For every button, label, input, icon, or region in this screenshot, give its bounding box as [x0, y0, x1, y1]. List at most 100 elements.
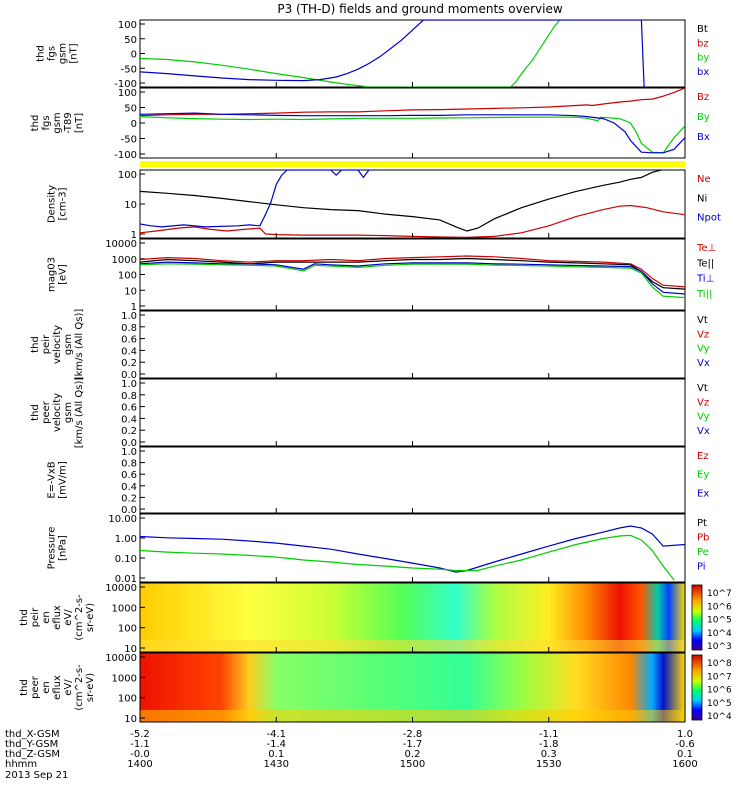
ytick-label-peer_eflux-3: 10: [124, 714, 137, 725]
colorbar-label-peir_eflux-3: 10^4: [707, 629, 732, 639]
legend-fgs2-Bz: Bz: [697, 92, 709, 103]
panel-pressure: 10.00 1.00 0.10 0.01 Pressure [nPa] Pt Pb Pe Pi: [47, 513, 709, 585]
ytick-label-temps-3: 10: [124, 286, 137, 297]
legend-pressure-Pi: Pi: [697, 562, 706, 573]
ytick-label-density-1: 10: [124, 200, 137, 211]
ytick-label-peer_eflux-1: 1000: [112, 673, 137, 684]
xaxis-value-0-4: 1.0: [677, 729, 693, 740]
panel-peir_vel: 1.00.80.60.40.20.0 thd peir velocity gsm [km/…: [30, 309, 710, 381]
ylabel-peer_vel-0: thd: [30, 404, 41, 421]
frame-temps: [139, 238, 686, 311]
legend-temps-Ti: Ti||: [696, 289, 712, 300]
xaxis-value-3-2: 1500: [400, 759, 425, 770]
ytick-label-fgs2-4: -100: [114, 150, 137, 161]
ylabel-peer_vel-4: [km/s (All Qs)]: [74, 377, 85, 449]
xaxis-value-0-3: -1.1: [539, 729, 559, 740]
legend-efield-Ey: Ey: [697, 470, 709, 481]
colorbar-peer_eflux: [691, 654, 703, 721]
legend-peer_vel-Vt: Vt: [697, 383, 708, 394]
legend-efield-Ez: Ez: [697, 451, 709, 462]
legend-fgs2-Bx: Bx: [697, 132, 710, 143]
frame-efield: [139, 446, 686, 514]
ylabel-fgs2-3: -T89: [63, 112, 74, 134]
legend-temps-Te: Te⊥: [696, 243, 716, 254]
series-density-Npot: [140, 170, 370, 228]
ylabel-pressure-1: [nPa]: [58, 535, 69, 561]
ytick-label-peir_vel-4: 0.2: [121, 358, 137, 369]
legend-peir_vel-Vz: Vz: [697, 329, 709, 340]
xaxis-row-label-1: thd_Y-GSM: [5, 739, 58, 750]
colorbar-label-peir_eflux-2: 10^5: [707, 616, 732, 626]
xaxis-value-3-3: 1530: [536, 759, 561, 770]
series-fgs2-By: [140, 116, 685, 154]
ylabel-peir_vel-2: velocity: [52, 325, 63, 364]
xaxis-value-2-2: 0.2: [405, 749, 421, 760]
xaxis-value-2-1: 0.1: [268, 749, 284, 760]
ytick-label-peer_vel-2: 0.6: [121, 403, 137, 414]
xaxis-row-label-2: thd_Z-GSM: [5, 749, 60, 760]
panel-peir_eflux: 10^7 10^6 10^5 10^4 10^3 10000 1000 100 10 thd pei…: [19, 582, 732, 655]
ytick-label-pressure-3: 0.01: [115, 574, 137, 585]
xaxis-value-1-4: -0.6: [675, 739, 695, 750]
series-density-Ni: [140, 170, 664, 232]
xaxis-value-1-3: -1.8: [539, 739, 559, 750]
ytick-label-peir_eflux-3: 10: [124, 644, 137, 655]
legend-fgs-Bt: Bt: [697, 24, 708, 35]
ytick-label-efield-3: 0.4: [121, 482, 137, 493]
frame-density: [139, 169, 686, 239]
ytick-label-peir_eflux-1: 1000: [112, 603, 137, 614]
ylabel-efield-0: E=-VxB: [47, 461, 58, 498]
ylabel-peer_eflux-2: en: [41, 681, 52, 694]
legend-density-Ne: Ne: [697, 174, 711, 185]
xaxis-date: 2013 Sep 21: [5, 770, 68, 781]
ytick-label-peer_eflux-0: 10000: [105, 653, 137, 664]
ylabel-fgs2-0: thd: [30, 115, 41, 132]
ylabel-fgs-0: thd: [36, 45, 47, 62]
colorbar-label-peir_eflux-0: 10^7: [707, 589, 732, 599]
series-fgs-by: [140, 20, 561, 87]
ylabel-efield-1: [mV/m]: [58, 461, 69, 499]
ytick-label-density-2: 1: [131, 230, 137, 241]
series-temps-Te: [140, 255, 685, 288]
ytick-label-temps-2: 100: [118, 271, 137, 282]
ylabel-peir_vel-4: [km/s (All Qs)]: [74, 309, 85, 381]
xaxis-value-2-0: -0.0: [130, 749, 150, 760]
ytick-label-peer_vel-0: 1.0: [121, 379, 137, 390]
colorbar-label-peir_eflux-1: 10^6: [707, 602, 732, 612]
ytick-label-peir_eflux-0: 10000: [105, 583, 137, 594]
legend-fgs-bz: bz: [697, 38, 709, 49]
legend-pressure-Pb: Pb: [697, 533, 709, 544]
series-temps-Ti: [140, 261, 685, 295]
ytick-label-fgs-2: 0: [131, 50, 137, 61]
ylabel-peer_eflux-6: sr-eV): [85, 673, 96, 702]
legend-pressure-Pe: Pe: [697, 547, 709, 558]
ytick-label-peer_vel-3: 0.4: [121, 414, 137, 425]
ytick-label-density-0: 100: [118, 170, 137, 181]
ylabel-peir_eflux-5: (cm^2-s-: [74, 594, 85, 641]
ylabel-peer_eflux-1: peer: [30, 675, 41, 699]
ytick-label-efield-2: 0.6: [121, 470, 137, 481]
frame-peer_vel: [139, 378, 686, 447]
ylabel-peer_eflux-4: eV/: [63, 679, 74, 696]
xaxis-value-0-2: -2.8: [403, 729, 423, 740]
ytick-label-fgs2-3: -50: [121, 135, 137, 146]
status-bar-fgs2: [140, 161, 685, 167]
ylabel-peir_eflux-0: thd: [19, 609, 30, 626]
panel-peer_vel: 1.00.80.60.40.20.0 thd peer velocity gsm [km/…: [30, 377, 710, 449]
ytick-label-efield-4: 0.2: [121, 493, 137, 504]
ylabel-fgs2-1: fgs: [41, 115, 52, 130]
panel-fgs: 100 50 0 -50 -100 thd fgs gsm [nT] Bt bz by bx: [36, 19, 709, 90]
ytick-label-peir_vel-3: 0.4: [121, 346, 137, 357]
ytick-label-peer_vel-4: 0.2: [121, 426, 137, 437]
ytick-label-fgs2-2: 0: [131, 119, 137, 130]
plot-title: P3 (TH-D) fields and ground moments over…: [277, 2, 562, 16]
ylabel-peer_vel-3: gsm: [63, 402, 74, 423]
ylabel-fgs-1: fgs: [47, 46, 58, 61]
legend-density-Npot: Npot: [697, 213, 721, 224]
xaxis-value-1-0: -1.1: [130, 739, 150, 750]
ylabel-peir_vel-0: thd: [30, 336, 41, 353]
legend-temps-Ti: Ti⊥: [696, 274, 714, 285]
panel-efield: 1.00.80.60.40.20.0 E=-VxB [mV/m] Ez Ey Ex: [47, 446, 709, 516]
xaxis-value-0-0: -5.2: [130, 729, 150, 740]
frame-fgs2: [139, 87, 686, 159]
